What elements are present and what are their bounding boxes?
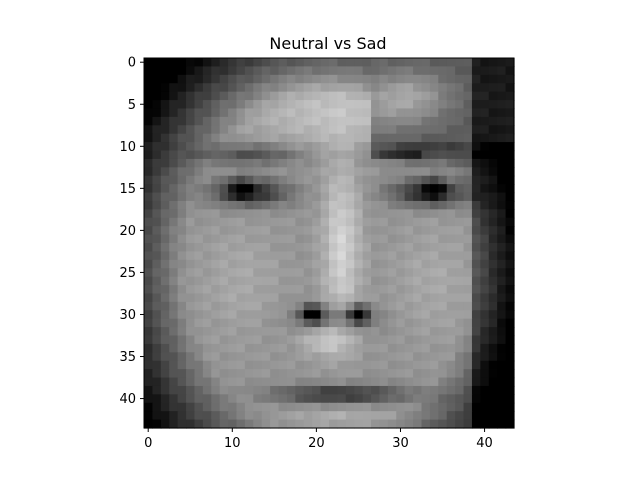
- y-tick-label: 25: [119, 266, 136, 281]
- x-tick-label: 40: [476, 436, 493, 451]
- y-axis: 0 5 10 15 20 25 30 35 40: [119, 56, 144, 407]
- y-tick-label: 20: [119, 224, 136, 239]
- y-tick-label: 40: [119, 392, 136, 407]
- y-tick-label: 15: [119, 182, 136, 197]
- x-axis: 0 10 20 30 40: [144, 428, 493, 451]
- y-tick-label: 35: [119, 350, 136, 365]
- y-tick-label: 5: [128, 98, 136, 113]
- chart-title: Neutral vs Sad: [269, 34, 386, 53]
- axes-frame: [143, 57, 515, 429]
- y-tick-label: 10: [119, 140, 136, 155]
- y-tick-label: 0: [128, 56, 136, 71]
- y-tick-label: 30: [119, 308, 136, 323]
- x-tick-label: 0: [144, 436, 152, 451]
- x-tick-label: 30: [392, 436, 409, 451]
- x-tick-label: 20: [308, 436, 325, 451]
- face-image: [144, 58, 515, 429]
- x-tick-label: 10: [224, 436, 241, 451]
